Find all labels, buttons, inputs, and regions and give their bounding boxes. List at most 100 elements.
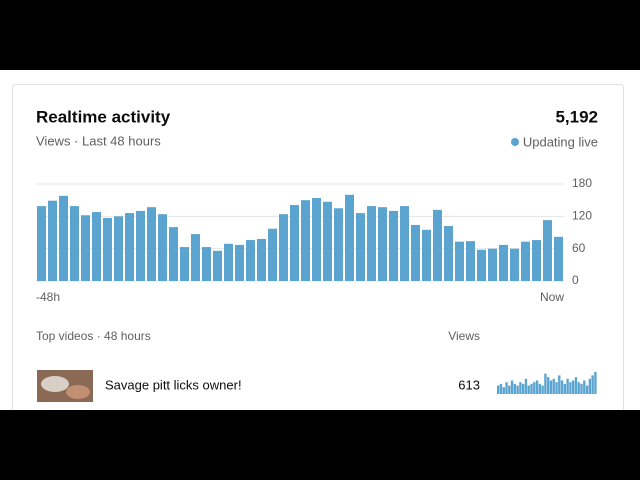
spark-bar — [538, 383, 542, 394]
spark-bar — [574, 377, 578, 394]
bar — [224, 243, 233, 281]
bar — [158, 214, 167, 281]
spark-bar — [558, 375, 561, 394]
total-views: 5,192 — [555, 107, 598, 126]
spark-bar — [566, 378, 569, 394]
spark-bar — [544, 373, 547, 394]
spark-bar — [563, 383, 567, 394]
bar — [334, 208, 343, 281]
spark-bar — [522, 383, 525, 394]
bar — [147, 207, 156, 281]
x-tick-label: -48h — [36, 290, 60, 304]
bar — [213, 250, 222, 281]
spark-bar — [552, 378, 555, 394]
bar — [81, 215, 90, 281]
spark-bar — [572, 380, 575, 394]
bar — [345, 194, 354, 281]
spark-bar — [497, 385, 500, 394]
bar — [268, 228, 277, 281]
thumbnail — [37, 370, 93, 402]
bar — [400, 206, 409, 281]
top-videos-heading: Top videos · 48 hours — [36, 329, 151, 343]
bar — [301, 200, 310, 281]
bar — [499, 244, 508, 281]
bar — [510, 248, 519, 281]
bar — [389, 210, 398, 281]
subtitle: Views · Last 48 hours — [36, 133, 161, 148]
bar — [125, 213, 134, 281]
spark-bar — [569, 382, 572, 394]
bar — [202, 247, 211, 281]
spark-bar — [591, 375, 594, 394]
bar — [367, 206, 376, 281]
y-tick-label: 120 — [572, 209, 592, 223]
bar — [92, 212, 101, 281]
spark-bar — [508, 385, 511, 394]
bar — [103, 217, 112, 281]
views-heading: Views — [448, 329, 480, 343]
bar — [257, 238, 266, 281]
bar — [378, 207, 387, 281]
video-title[interactable]: Savage pitt licks owner! — [105, 377, 242, 392]
spark-bar — [585, 385, 589, 394]
bar — [279, 214, 288, 281]
spark-bar — [555, 382, 558, 394]
bar — [532, 240, 541, 281]
spark-bar — [560, 380, 564, 394]
bar — [521, 241, 530, 281]
spark-bar — [577, 382, 580, 394]
x-tick-label: Now — [540, 290, 564, 304]
spark-bar — [502, 387, 505, 394]
spark-bar — [527, 385, 530, 394]
spark-bar — [594, 372, 597, 394]
bar — [411, 224, 420, 281]
y-tick-label: 180 — [572, 176, 592, 190]
spark-bar — [499, 383, 503, 394]
video-views: 613 — [458, 377, 480, 392]
bar — [180, 247, 189, 281]
spark-bar — [535, 380, 539, 394]
bar — [246, 240, 255, 281]
bar — [290, 205, 299, 281]
bar — [169, 227, 178, 281]
spark-bar — [513, 383, 517, 394]
y-tick-label: 60 — [572, 241, 586, 255]
bar — [554, 236, 563, 281]
spark-bar — [530, 383, 533, 394]
spark-bar — [547, 377, 550, 394]
bar — [455, 241, 464, 281]
card-title: Realtime activity — [36, 107, 171, 126]
bar — [444, 226, 453, 281]
spark-bar — [510, 380, 514, 394]
y-tick-label: 0 — [572, 273, 579, 287]
bar — [70, 206, 79, 281]
spark-bar — [580, 383, 583, 394]
spark-bar — [505, 382, 508, 394]
spark-bar — [533, 382, 536, 394]
bar — [37, 206, 46, 281]
spark-bar — [549, 380, 553, 394]
letterbox-bottom — [0, 410, 640, 480]
bar — [323, 201, 332, 281]
thumbnail-shape — [41, 376, 69, 392]
bar — [235, 244, 244, 281]
spark-bar — [583, 380, 586, 394]
bar — [136, 210, 145, 281]
spark-bar — [524, 378, 528, 394]
thumbnail-shape — [66, 385, 90, 399]
spark-bar — [541, 385, 544, 394]
bar — [543, 220, 552, 281]
bar — [191, 234, 200, 281]
bar — [433, 209, 442, 281]
bar — [488, 248, 497, 281]
bar — [466, 241, 475, 281]
spark-bar — [588, 378, 592, 394]
live-status: Updating live — [523, 134, 598, 149]
spark-bar — [516, 385, 519, 394]
live-dot — [511, 138, 519, 146]
bar — [59, 195, 68, 281]
letterbox-top — [0, 0, 640, 70]
bar — [356, 213, 365, 281]
spark-bar — [519, 382, 522, 394]
